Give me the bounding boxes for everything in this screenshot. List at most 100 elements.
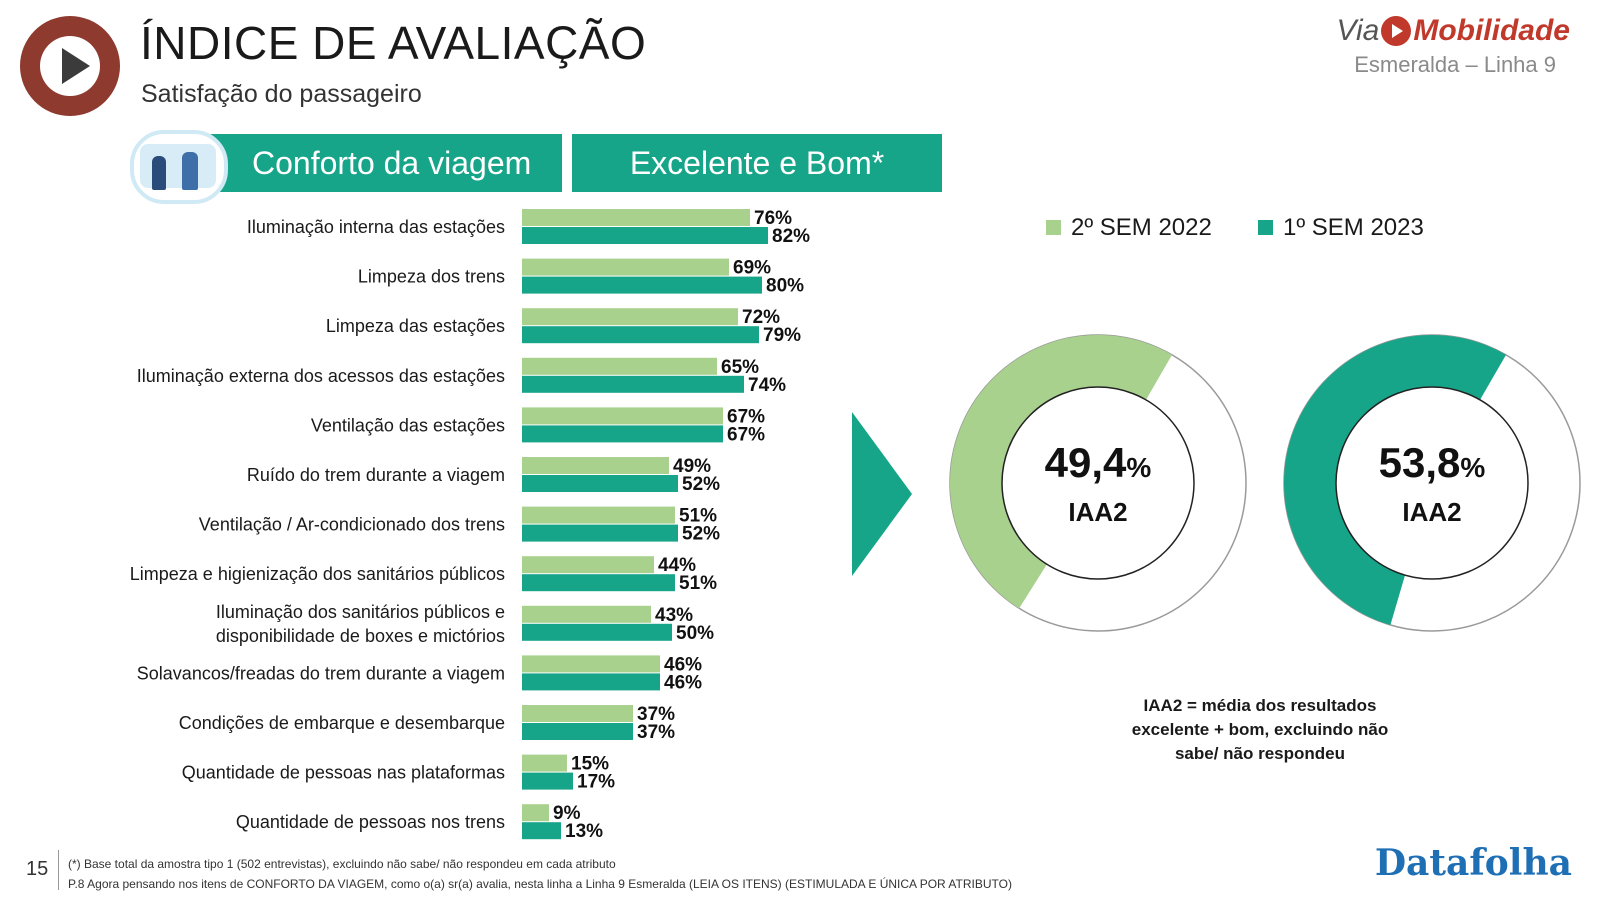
bar <box>522 258 729 276</box>
category-label: Quantidade de pessoas nas plataformas <box>182 763 505 783</box>
data-label: 52% <box>682 474 720 495</box>
bar <box>522 723 633 740</box>
donut-charts: 49,4% IAA2 53,8% IAA2 <box>949 334 1581 632</box>
page-number: 15 <box>26 858 49 880</box>
brand-via: Via <box>1336 14 1380 47</box>
bar <box>522 822 561 840</box>
bar <box>522 574 675 592</box>
data-label: 9% <box>553 803 581 824</box>
donut-label: IAA2 <box>1068 497 1127 527</box>
play-logo-icon <box>20 16 120 116</box>
data-label: 74% <box>748 375 786 396</box>
passengers-train-icon <box>130 130 228 204</box>
category-banner-label: Conforto da viagem <box>252 144 532 181</box>
category-label: Iluminação interna das estações <box>247 217 505 237</box>
data-label: 13% <box>565 821 603 842</box>
bar <box>522 524 678 542</box>
donut-hole <box>1001 386 1195 580</box>
metric-banner: Excelente e Bom* <box>572 134 942 192</box>
footer-note-base: (*) Base total da amostra tipo 1 (502 en… <box>68 857 616 871</box>
bar <box>522 623 672 641</box>
bar <box>522 407 723 425</box>
bar <box>522 772 573 790</box>
data-label: 46% <box>664 654 702 675</box>
donut-hole <box>1335 386 1529 580</box>
legend-label: 2º SEM 2022 <box>1071 214 1212 241</box>
data-label: 72% <box>742 307 780 328</box>
data-label: 50% <box>676 623 714 644</box>
bar <box>522 209 750 226</box>
data-label: 51% <box>679 506 717 527</box>
brand-line-name: Esmeralda – Linha 9 <box>1354 52 1556 77</box>
category-label: Limpeza dos trens <box>358 267 505 287</box>
data-label: 65% <box>721 357 759 378</box>
bar <box>522 705 633 722</box>
data-label: 69% <box>733 258 771 279</box>
bar <box>522 326 759 344</box>
donut-segment <box>949 334 1172 609</box>
legend: 2º SEM 2022 1º SEM 2023 <box>1046 214 1424 241</box>
data-label: 49% <box>673 456 711 477</box>
footer-notes: (*) Base total da amostra tipo 1 (502 en… <box>68 854 1012 894</box>
brand-play-icon <box>1381 16 1412 46</box>
category-label: Condições de embarque e desembarque <box>179 713 505 733</box>
bar <box>522 556 654 574</box>
data-label: 37% <box>637 704 675 725</box>
category-label: Iluminação externa dos acessos das estaç… <box>137 366 505 386</box>
bar <box>522 375 744 393</box>
data-label: 80% <box>766 276 804 297</box>
metric-banner-label: Excelente e Bom* <box>629 144 885 181</box>
donut-value: 49,4% <box>1045 439 1152 486</box>
data-label: 46% <box>664 672 702 693</box>
bar <box>522 308 738 326</box>
category-label: Ventilação / Ar-condicionado dos trens <box>199 515 505 535</box>
brand-logo: Via Mobilidade Esmeralda – Linha 9 <box>1337 14 1571 78</box>
bar <box>522 457 669 474</box>
category-label: Solavancos/freadas do trem durante a via… <box>137 663 505 683</box>
data-label: 79% <box>763 325 801 346</box>
page-title: ÍNDICE DE AVALIAÇÃO <box>140 17 647 69</box>
bar <box>522 754 567 772</box>
bar <box>522 506 675 524</box>
brand-name: Mobilidade <box>1413 14 1570 47</box>
iaa2-note: IAA2 = média dos resultados excelente + … <box>1131 696 1389 763</box>
legend-swatch <box>1046 220 1061 235</box>
bar <box>522 227 768 244</box>
data-label: 44% <box>658 555 696 576</box>
bar <box>522 475 678 492</box>
bar <box>522 804 549 822</box>
data-label: 15% <box>571 754 609 775</box>
bar <box>522 425 723 443</box>
data-label: 52% <box>682 524 720 545</box>
bar-chart: Iluminação interna das estações 76%82% Lim… <box>130 208 810 842</box>
donut-label: IAA2 <box>1402 497 1461 527</box>
category-label: Iluminação dos sanitários públicos e disp… <box>216 602 505 646</box>
data-label: 17% <box>577 772 615 793</box>
arrow-icon <box>852 412 912 576</box>
data-label: 76% <box>754 208 792 229</box>
category-banner: Conforto da viagem <box>200 134 562 192</box>
category-label: Limpeza das estações <box>326 316 505 336</box>
bar <box>522 673 660 691</box>
page-subtitle: Satisfação do passageiro <box>141 80 422 108</box>
footer-note-question: P.8 Agora pensando nos itens de CONFORTO… <box>68 877 1012 891</box>
donut-value: 53,8% <box>1379 439 1486 486</box>
category-label: Ruído do trem durante a viagem <box>247 465 505 485</box>
category-label: Ventilação das estações <box>311 415 505 435</box>
bar <box>522 357 717 375</box>
data-label: 82% <box>772 226 810 247</box>
bar <box>522 605 651 623</box>
bar <box>522 276 762 294</box>
bar <box>522 655 660 673</box>
footer-divider <box>58 850 59 890</box>
data-label: 37% <box>637 722 675 743</box>
source-logo: Datafolha <box>1374 842 1572 884</box>
legend-label: 1º SEM 2023 <box>1283 214 1424 241</box>
data-label: 51% <box>679 573 717 594</box>
data-label: 67% <box>727 424 765 445</box>
donut-segment <box>1284 335 1506 626</box>
legend-swatch <box>1258 220 1273 235</box>
data-label: 43% <box>655 605 693 626</box>
arrow-shape <box>852 412 912 576</box>
